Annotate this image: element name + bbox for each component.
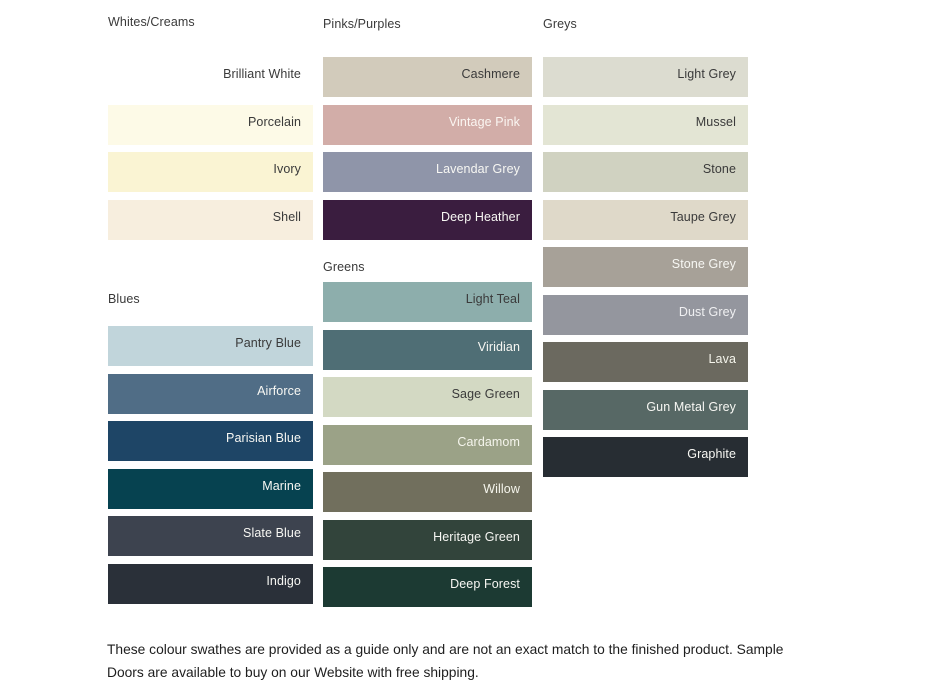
group-header-whites-creams: Whites/Creams [108, 15, 195, 29]
swatch-label: Porcelain [247, 114, 301, 129]
swatch-lava: Lava [543, 342, 748, 382]
swatch-deep-forest: Deep Forest [323, 567, 532, 607]
swatch-willow: Willow [323, 472, 532, 512]
swatch-lavendar-grey: Lavendar Grey [323, 152, 532, 192]
swatch-cardamom: Cardamom [323, 424, 532, 465]
swatch-label: Light Teal [465, 292, 520, 306]
swatch-dust-grey: Dust Grey [543, 294, 748, 335]
swatch-group-whites-creams: Brilliant White Porcelain Ivory Shell [108, 57, 313, 247]
swatch-label: Airforce [257, 383, 301, 398]
column-pinks-greens: Pinks/Purples Cashmere Vintage Pink Lave… [323, 0, 532, 700]
swatch-group-greys: Light Grey Mussel Stone Taupe Grey Stone… [543, 57, 748, 485]
swatch-label: Stone [702, 162, 736, 176]
swatch-label: Mussel [695, 114, 736, 129]
group-header-blues: Blues [108, 292, 140, 306]
swatch-light-teal: Light Teal [323, 282, 532, 322]
swatch-stone-grey: Stone Grey [543, 247, 748, 287]
disclaimer-line-1: These colour swathes are provided as a g… [107, 642, 784, 657]
swatch-label: Marine [262, 478, 301, 493]
group-header-pinks-purples: Pinks/Purples [323, 17, 401, 31]
swatch-shell: Shell [108, 199, 313, 240]
swatch-label: Indigo [266, 573, 301, 588]
swatch-label: Lava [708, 352, 736, 366]
swatch-vintage-pink: Vintage Pink [323, 104, 532, 145]
swatch-label: Stone Grey [671, 257, 736, 271]
swatch-label: Graphite [687, 447, 736, 461]
disclaimer-line-2: Doors are available to buy on our Websit… [107, 665, 479, 680]
swatch-stone: Stone [543, 152, 748, 192]
swatch-parisian-blue: Parisian Blue [108, 421, 313, 461]
swatch-graphite: Graphite [543, 437, 748, 477]
swatch-label: Viridian [477, 339, 520, 354]
swatch-label: Lavendar Grey [436, 162, 520, 176]
swatch-mussel: Mussel [543, 104, 748, 145]
swatch-cashmere: Cashmere [323, 57, 532, 97]
swatch-label: Willow [483, 482, 520, 496]
swatch-ivory: Ivory [108, 152, 313, 192]
swatch-group-greens: Light Teal Viridian Sage Green Cardamom … [323, 282, 532, 615]
group-header-greens: Greens [323, 260, 365, 274]
disclaimer-text: These colour swathes are provided as a g… [107, 638, 783, 684]
swatch-label: Vintage Pink [448, 114, 520, 129]
swatch-group-blues: Pantry Blue Airforce Parisian Blue Marin… [108, 326, 313, 611]
column-greys: Greys Light Grey Mussel Stone Taupe Grey… [543, 0, 748, 700]
swatch-label: Sage Green [451, 387, 520, 401]
swatch-label: Deep Forest [450, 577, 520, 591]
swatch-label: Taupe Grey [670, 209, 736, 224]
swatch-group-pinks-purples: Cashmere Vintage Pink Lavendar Grey Deep… [323, 57, 532, 247]
group-header-greys: Greys [543, 17, 577, 31]
swatch-gun-metal-grey: Gun Metal Grey [543, 389, 748, 430]
swatch-indigo: Indigo [108, 563, 313, 604]
swatch-viridian: Viridian [323, 329, 532, 370]
swatch-pantry-blue: Pantry Blue [108, 326, 313, 366]
swatch-light-grey: Light Grey [543, 57, 748, 97]
swatch-brilliant-white: Brilliant White [108, 57, 313, 97]
swatch-heritage-green: Heritage Green [323, 519, 532, 560]
swatch-label: Shell [272, 209, 301, 224]
swatch-label: Light Grey [677, 67, 736, 81]
swatch-label: Parisian Blue [226, 431, 301, 445]
swatch-sage-green: Sage Green [323, 377, 532, 417]
swatch-taupe-grey: Taupe Grey [543, 199, 748, 240]
swatch-label: Slate Blue [243, 526, 301, 540]
swatch-porcelain: Porcelain [108, 104, 313, 145]
swatch-label: Pantry Blue [235, 336, 301, 350]
swatch-label: Dust Grey [678, 304, 736, 319]
swatch-label: Ivory [273, 162, 301, 176]
swatch-slate-blue: Slate Blue [108, 516, 313, 556]
swatch-deep-heather: Deep Heather [323, 199, 532, 240]
swatch-airforce: Airforce [108, 373, 313, 414]
column-whites-blues: Whites/Creams Brilliant White Porcelain … [108, 0, 313, 700]
swatch-label: Deep Heather [440, 209, 520, 224]
swatch-label: Cardamom [457, 434, 520, 449]
swatch-label: Heritage Green [433, 529, 520, 544]
swatch-label: Cashmere [461, 67, 520, 81]
swatch-label: Gun Metal Grey [646, 399, 736, 414]
swatch-label: Brilliant White [223, 67, 301, 81]
swatch-marine: Marine [108, 468, 313, 509]
